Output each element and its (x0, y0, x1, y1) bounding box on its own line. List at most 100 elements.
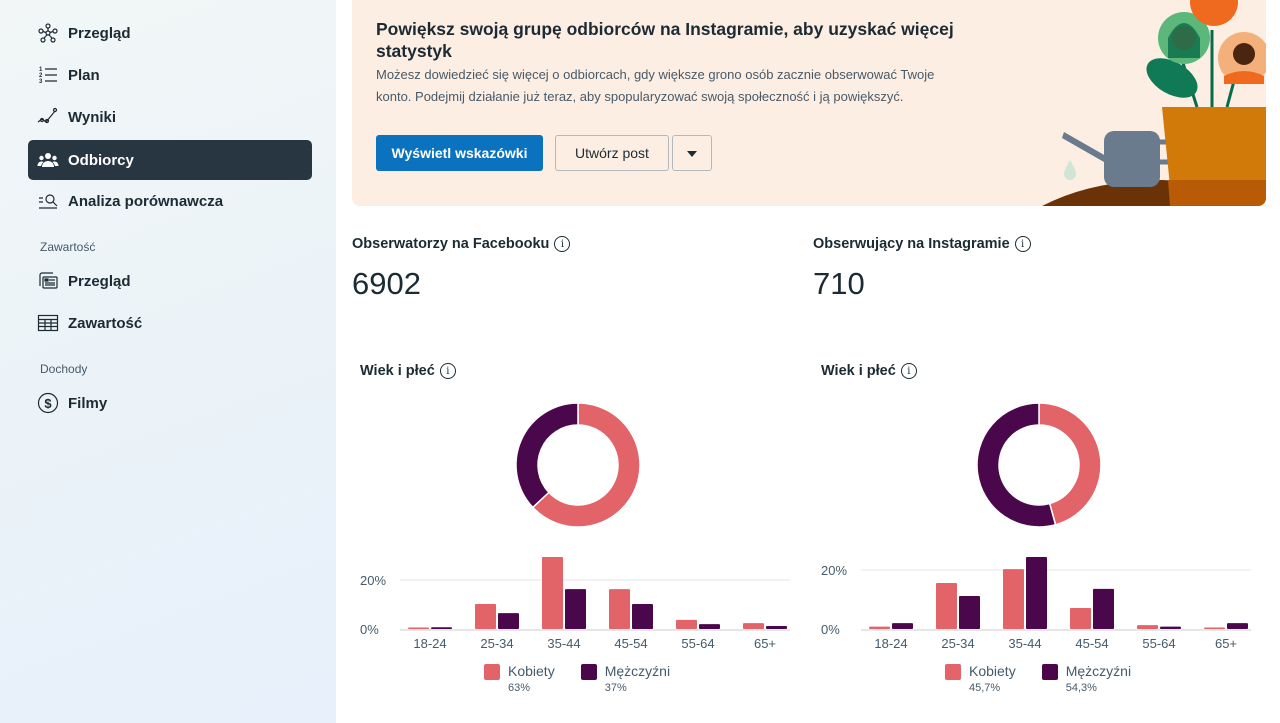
bar-men-45-54[interactable] (632, 604, 653, 629)
facebook-chart-legend: Kobiety 63% Mężczyźni 37% (484, 663, 696, 694)
network-icon (37, 22, 59, 44)
x-tick-label: 35-44 (547, 636, 580, 651)
legend-value: 63% (508, 682, 531, 694)
bar-men-18-24[interactable] (892, 623, 913, 629)
sidebar-item-benchmarking[interactable]: Analiza porównawcza (28, 181, 312, 221)
sidebar-item-label: Przegląd (68, 272, 131, 290)
plant-illustration (1042, 0, 1266, 206)
info-icon[interactable]: i (1014, 236, 1031, 252)
sidebar-item-content[interactable]: Zawartość (28, 303, 312, 343)
trend-line-icon (37, 106, 59, 128)
bar-women-35-44[interactable] (542, 556, 563, 629)
svg-text:2: 2 (39, 73, 43, 79)
facebook-followers-value: 6902 (352, 266, 421, 301)
sidebar-item-videos[interactable]: $ Filmy (28, 383, 312, 423)
create-post-button[interactable]: Utwórz post (555, 135, 669, 171)
donut-slice-women[interactable] (531, 402, 641, 528)
y-tick-label: 20% (360, 573, 386, 588)
legend-value: 54,3% (1065, 682, 1097, 694)
instagram-followers-value: 710 (813, 266, 865, 301)
facebook-age-gender-chart: 0% 20% 18-24 25-34 35-44 45-54 55-64 65+ (360, 402, 790, 651)
legend-swatch-men (1041, 664, 1058, 680)
legend-item-women: Kobiety 63% (484, 663, 555, 694)
bar-men-55-64[interactable] (1160, 626, 1181, 629)
bar-women-18-24[interactable] (408, 627, 429, 630)
donut-slice-men[interactable] (976, 402, 1057, 528)
bar-women-45-54[interactable] (1070, 608, 1091, 629)
bar-women-65+[interactable] (1204, 627, 1225, 630)
main-content: Powiększ swoją grupę odbiorców na Instag… (336, 0, 1280, 723)
chart-title-label: Wiek i płeć (360, 363, 435, 379)
x-tick-label: 55-64 (681, 636, 714, 651)
bar-women-55-64[interactable] (1137, 625, 1158, 629)
x-tick-label: 18-24 (874, 636, 907, 651)
sidebar-item-label: Filmy (68, 394, 108, 412)
info-icon[interactable]: i (900, 363, 917, 379)
instagram-age-gender-chart: 0% 20% 18-24 25-34 35-44 45-54 55-64 65+ (821, 402, 1251, 651)
bar-women-55-64[interactable] (676, 619, 697, 629)
content-cards-icon (37, 270, 59, 292)
y-tick-label: 20% (821, 563, 847, 578)
bar-men-25-34[interactable] (959, 595, 980, 629)
legend-swatch-women (484, 664, 500, 680)
legend-label: Mężczyźni (604, 663, 671, 679)
info-icon[interactable]: i (439, 363, 456, 379)
bar-men-18-24[interactable] (431, 627, 452, 629)
search-list-icon (37, 190, 59, 212)
bar-women-45-54[interactable] (609, 589, 630, 629)
y-tick-label: 0% (821, 622, 840, 637)
svg-text:3: 3 (39, 79, 43, 85)
legend-swatch-women (945, 664, 961, 680)
bar-men-25-34[interactable] (498, 613, 519, 629)
bar-men-65+[interactable] (1227, 623, 1248, 629)
promo-banner: Powiększ swoją grupę odbiorców na Instag… (352, 0, 1266, 206)
bar-women-18-24[interactable] (869, 626, 890, 629)
view-tips-button[interactable]: Wyświetl wskazówki (376, 135, 543, 171)
bar-women-25-34[interactable] (936, 582, 957, 629)
bar-women-25-34[interactable] (475, 604, 496, 629)
svg-text:1: 1 (39, 67, 43, 73)
sidebar-item-label: Odbiorcy (68, 151, 134, 169)
x-tick-label: 35-44 (1008, 636, 1041, 651)
facebook-followers-label: Obserwatorzy na Facebooku (352, 236, 550, 252)
bar-women-65+[interactable] (743, 623, 764, 629)
donut-slice-women[interactable] (1038, 402, 1102, 526)
people-icon (37, 149, 59, 171)
legend-value: 45,7% (969, 682, 1001, 694)
x-tick-label: 45-54 (614, 636, 647, 651)
info-icon[interactable]: i (554, 236, 571, 252)
sidebar-item-results[interactable]: Wyniki (28, 97, 312, 137)
section-label-content: Zawartość (40, 240, 96, 254)
bar-men-35-44[interactable] (565, 589, 586, 629)
bar-men-65+[interactable] (766, 626, 787, 629)
legend-swatch-men (580, 664, 597, 680)
instagram-followers-label: Obserwujący na Instagramie (813, 236, 1010, 252)
bar-women-35-44[interactable] (1003, 569, 1024, 629)
sidebar-item-label: Plan (68, 66, 100, 84)
sidebar-item-label: Wyniki (68, 108, 117, 126)
bar-men-55-64[interactable] (699, 624, 720, 629)
x-tick-label: 25-34 (480, 636, 513, 651)
legend-item-men: Mężczyźni 54,3% (1041, 663, 1132, 694)
legend-item-men: Mężczyźni 37% (580, 663, 671, 694)
legend-value: 37% (604, 682, 627, 694)
y-tick-label: 0% (360, 622, 379, 637)
instagram-age-gender-title: Wiek i płeć i (821, 363, 917, 379)
instagram-chart-legend: Kobiety 45,7% Mężczyźni 54,3% (945, 663, 1157, 694)
dollar-circle-icon: $ (37, 392, 59, 414)
x-tick-label: 55-64 (1142, 636, 1175, 651)
sidebar-item-overview[interactable]: Przegląd (28, 13, 312, 53)
sidebar-item-audience[interactable]: Odbiorcy (28, 140, 312, 180)
sidebar-item-content-overview[interactable]: Przegląd (28, 261, 312, 301)
x-tick-label: 65+ (754, 636, 776, 651)
x-tick-label: 25-34 (941, 636, 974, 651)
table-icon (37, 312, 59, 334)
bar-men-35-44[interactable] (1026, 557, 1047, 629)
bar-men-45-54[interactable] (1093, 588, 1114, 629)
donut-slice-men[interactable] (515, 402, 579, 509)
banner-title: Powiększ swoją grupę odbiorców na Instag… (376, 19, 954, 61)
legend-label: Mężczyźni (1065, 663, 1132, 679)
create-post-dropdown-button[interactable] (672, 135, 712, 171)
